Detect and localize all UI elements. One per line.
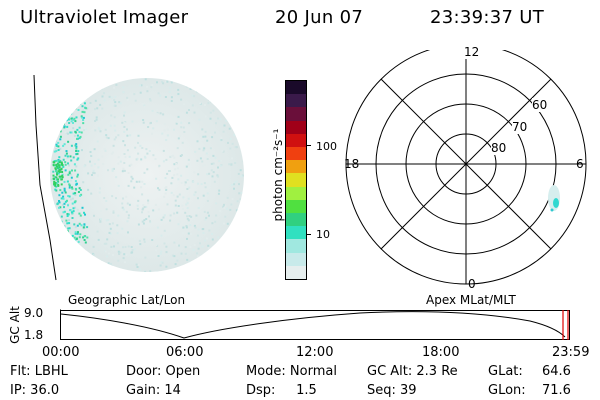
colorbar-segment [286, 252, 306, 266]
colorbar-segment [286, 133, 306, 148]
orbit-left-label: Geographic Lat/Lon [68, 293, 186, 307]
info-glat-label: GLat: [488, 364, 523, 379]
earth-disk [50, 78, 244, 272]
info-mode: Mode: Normal [246, 364, 337, 379]
info-gcalt: GC Alt: 2.3 Re [367, 364, 458, 379]
colorbar-segment [286, 186, 306, 200]
mlt-label-18: 18 [344, 157, 360, 171]
info-door: Door: Open [126, 364, 201, 379]
instrument-title: Ultraviolet Imager [20, 7, 189, 28]
orbit-xtick-0: 00:00 [42, 345, 80, 360]
colorbar-unit-label: photon cm⁻²s⁻¹ [271, 128, 285, 222]
auroral-image [33, 74, 244, 281]
colorbar-segment [286, 147, 306, 161]
info-flt: Flt: LBHL [10, 364, 68, 379]
mlt-label-0: 0 [468, 277, 476, 291]
colorbar-segment [286, 265, 306, 279]
info-glon-label: GLon: [488, 383, 526, 398]
orbit-plot [60, 309, 570, 340]
polar-grid [345, 50, 587, 285]
polar-emission [548, 185, 560, 212]
lat-label-60: 60 [532, 98, 548, 112]
colorbar-segment [286, 213, 306, 227]
colorbar-tick-100: 100 [316, 140, 337, 153]
lat-label-70: 70 [512, 120, 528, 134]
orbit-altitude-curve [60, 311, 566, 339]
info-glat-value: 64.6 [542, 364, 571, 379]
colorbar-segment [286, 107, 306, 121]
colorbar-segment [286, 120, 306, 134]
lat-label-80: 80 [491, 141, 507, 155]
colorbar-segment [286, 94, 306, 108]
colorbar-segment [286, 226, 306, 240]
orbit-xtick-3: 18:00 [422, 345, 460, 360]
orbit-right-label: Apex MLat/MLT [426, 293, 516, 307]
orbit-ytick-1.8: 1.8 [24, 328, 44, 342]
colorbar-tick-10: 10 [316, 228, 330, 241]
mlt-label-12: 12 [463, 45, 481, 59]
date-label: 20 Jun 07 [275, 7, 364, 28]
colorbar-segment [286, 173, 306, 187]
info-glon-value: 71.6 [542, 383, 571, 398]
colorbar-segment [286, 160, 306, 174]
orbit-y-axis-label: GC Alt [8, 306, 22, 344]
orbit-xtick-4: 23:59 [552, 345, 590, 360]
info-seq: Seq: 39 [367, 383, 417, 398]
colorbar-segment [286, 239, 306, 253]
colorbar [285, 80, 307, 280]
colorbar-segment [286, 199, 306, 214]
orbit-ytick-9: 9.0 [24, 306, 44, 320]
info-gain: Gain: 14 [126, 383, 181, 398]
mlt-label-6: 6 [576, 157, 584, 171]
orbit-xtick-1: 06:00 [166, 345, 204, 360]
info-dsp: Dsp: 1.5 [246, 383, 317, 398]
colorbar-segment [286, 81, 306, 95]
orbit-xtick-2: 12:00 [296, 345, 334, 360]
info-ip: IP: 36.0 [10, 383, 60, 398]
time-label: 23:39:37 UT [430, 7, 545, 28]
terminator-line [33, 74, 57, 281]
